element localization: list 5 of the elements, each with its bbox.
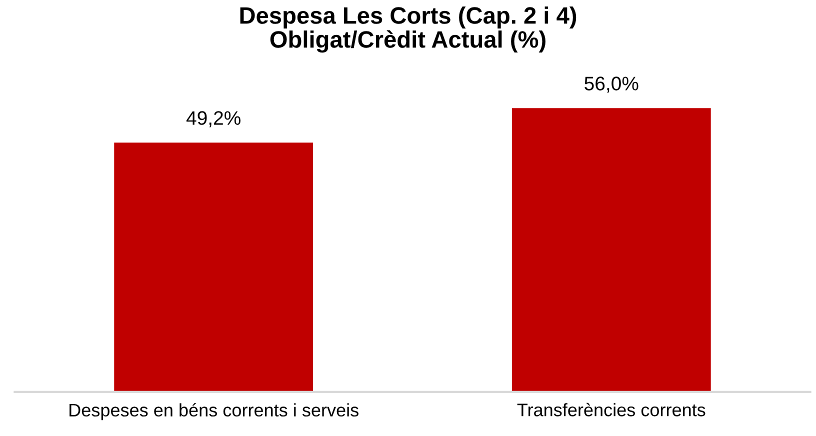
data-label: 56,0%	[584, 76, 638, 93]
x-tick-label: Despeses en béns corrents i serveis	[70, 403, 358, 420]
chart-title: Despesa Les Corts (Cap. 2 i 4) Obligat/Crèdit Actual (%)	[240, 6, 576, 53]
x-tick-label: Transferències corrents	[517, 402, 706, 416]
data-label: 49,2%	[186, 111, 240, 128]
